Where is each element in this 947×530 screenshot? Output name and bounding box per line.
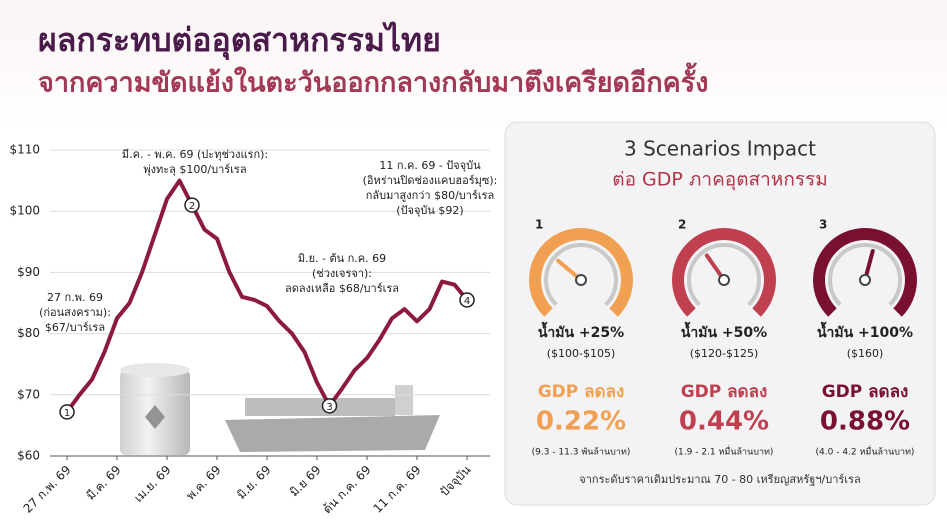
title: ผลกระทบต่ออุตสาหกรรมไทย xyxy=(38,21,441,61)
gauge-hub xyxy=(718,274,730,286)
panel-subtitle: ต่อ GDP ภาคอุตสาหกรรม xyxy=(612,169,828,192)
annotation: (อิหร่านปิดช่องแคบฮอร์มุซ): xyxy=(363,174,498,187)
annotation: $67/บาร์เรล xyxy=(45,321,105,334)
scenario-number: 2 xyxy=(678,218,686,232)
oil-range: ($160) xyxy=(847,347,884,360)
point-number: 3 xyxy=(326,402,332,413)
gdp-detail: (4.0 - 4.2 หมื่นล้านบาท) xyxy=(816,445,915,458)
barrel xyxy=(120,363,190,455)
panel-note: จากระดับราคาเดิมประมาณ 70 - 80 เหรียญสหร… xyxy=(579,473,860,486)
ship xyxy=(225,385,440,452)
annotation: มี.ค. - พ.ค. 69 (ปะทุช่วงแรก): xyxy=(122,148,268,161)
annotation: มิ.ย. - ต้น ก.ค. 69 xyxy=(298,252,386,265)
oil-range: ($120-$125) xyxy=(690,347,759,360)
point-marker xyxy=(459,292,475,308)
gauge-arc xyxy=(672,228,776,317)
gdp-impact: 0.22% xyxy=(536,407,626,437)
y-tick-label: $60 xyxy=(17,449,40,463)
oil-range: ($100-$105) xyxy=(547,347,616,360)
scenario-number: 3 xyxy=(819,218,827,232)
annotation: 27 ก.พ. 69 xyxy=(47,291,103,304)
gdp-impact: 0.44% xyxy=(679,407,769,437)
y-tick-label: $100 xyxy=(9,204,40,218)
price-line xyxy=(65,178,469,414)
gdp-label: GDP ลดลง xyxy=(681,382,768,402)
annotation: พุ่งทะลุ $100/บาร์เรล xyxy=(143,163,246,176)
gauge-hub xyxy=(859,274,871,286)
point-number: 1 xyxy=(64,408,70,419)
annotation: (ปัจจุบัน $92) xyxy=(396,204,463,217)
annotation: กลับมาสูงกว่า $80/บาร์เรล xyxy=(366,189,495,202)
point-marker xyxy=(59,404,75,420)
y-tick-label: $70 xyxy=(17,387,40,401)
scenario-panel xyxy=(504,121,936,506)
subtitle: จากความขัดแย้งในตะวันออกกลางกลับมาตึงเคร… xyxy=(38,62,708,99)
gauge-inner xyxy=(544,243,618,307)
gauge-inner xyxy=(828,243,902,307)
gauge-arc xyxy=(529,228,633,317)
point-number: 4 xyxy=(464,296,470,307)
gdp-detail: (9.3 - 11.3 พันล้านบาท) xyxy=(532,447,631,458)
annotation: (ก่อนสงคราม): xyxy=(39,306,111,319)
annotation: ลดลงเหลือ $68/บาร์เรล xyxy=(285,282,399,295)
gauge-hub xyxy=(575,274,587,286)
point-number: 2 xyxy=(189,201,195,212)
gauge-inner xyxy=(687,243,761,307)
gdp-detail: (1.9 - 2.1 หมื่นล้านบาท) xyxy=(675,445,774,458)
gdp-label: GDP ลดลง xyxy=(538,382,625,402)
annotation: 11 ก.ค. 69 - ปัจจุบัน xyxy=(379,159,481,172)
annotation: (ช่วงเจรจา): xyxy=(312,267,372,280)
oil-change: น้ำมัน +50% xyxy=(681,321,767,341)
y-tick-label: $90 xyxy=(17,265,40,279)
point-marker xyxy=(184,197,200,213)
point-marker xyxy=(321,398,338,414)
gauge-arc xyxy=(813,228,917,317)
y-tick-label: $110 xyxy=(9,143,40,157)
gdp-impact: 0.88% xyxy=(820,407,910,437)
oil-change: น้ำมัน +25% xyxy=(538,321,624,341)
oil-change: น้ำมัน +100% xyxy=(817,321,913,341)
gdp-label: GDP ลดลง xyxy=(822,382,909,402)
scenario-number: 1 xyxy=(535,218,543,232)
y-tick-label: $80 xyxy=(17,326,40,340)
panel-title: 3 Scenarios Impact xyxy=(624,137,816,161)
